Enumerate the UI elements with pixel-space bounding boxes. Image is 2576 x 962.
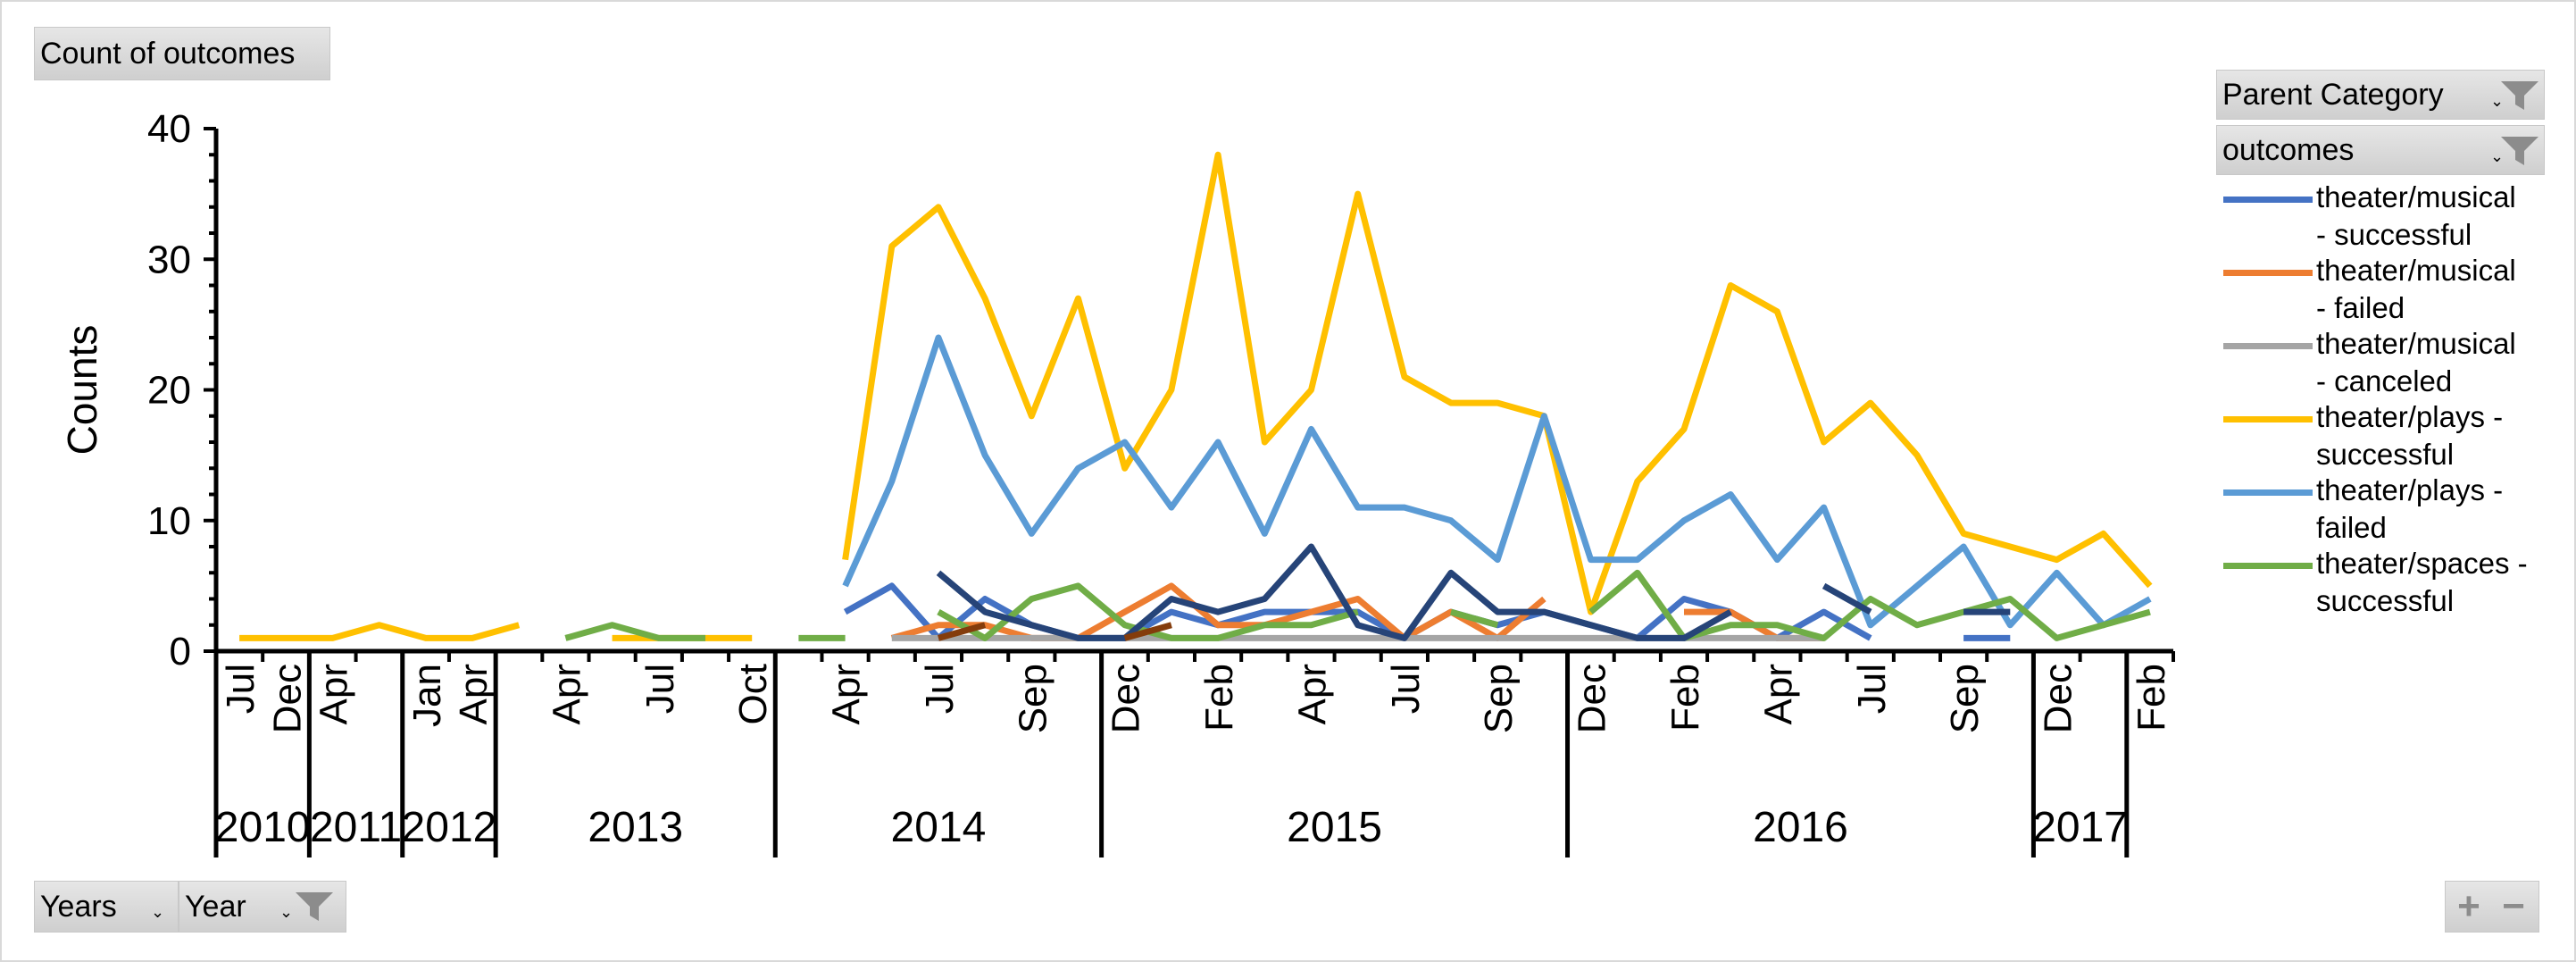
series-line [938,622,1172,641]
year-group-label: 2010 [215,804,311,851]
year-group-label: 2013 [588,804,683,851]
legend-label: theater/musical - successful [2316,180,2516,251]
value-field-label: Count of outcomes [40,36,296,71]
x-tick-label: Jul [1384,664,1428,714]
filter-icon [2501,137,2538,165]
value-field-button[interactable]: Count of outcomes [34,27,330,80]
legend-label: theater/plays - failed [2316,473,2504,544]
series-line-segment [239,622,521,641]
y-tick-label: 0 [170,630,191,673]
series-line-segment [936,543,1732,641]
parent-category-filter-button[interactable]: Parent Category ⌄ [2216,70,2545,120]
x-tick-label: Jul [638,664,682,714]
legend-swatch [2223,343,2313,349]
series-line [564,569,2151,641]
year-group-label: 2016 [1753,804,1848,851]
x-tick-label: Oct [731,664,775,724]
x-tick-label: Feb [2130,664,2173,732]
y-tick-label: 10 [147,499,191,543]
legend-label: theater/musical - failed [2316,254,2516,324]
legend-item: theater/musical - successful [2223,179,2576,254]
dropdown-arrow-icon: ⌄ [2490,147,2505,165]
legend-swatch [2223,197,2313,203]
x-tick-label: Sep [1477,664,1521,733]
x-tick-label: Apr [1290,664,1334,724]
series-line-segment [842,334,2152,629]
years-field-button[interactable]: Years ⌄ [34,881,179,933]
series-line-segment [938,622,987,641]
series-line [936,543,2011,641]
outcomes-label: outcomes [2222,132,2355,167]
series-line [239,151,2153,641]
collapse-field-button[interactable]: − [2502,884,2525,928]
x-tick-label: Jan [405,664,449,727]
x-tick-label: Apr [825,664,869,724]
x-tick-label: Jul [1850,664,1894,714]
year-group-label: 2015 [1287,804,1382,851]
x-tick-label: Feb [1663,664,1707,732]
legend-swatch [2223,563,2313,569]
x-tick-label: Dec [2037,664,2080,733]
outcomes-filter-button[interactable]: outcomes ⌄ [2216,125,2545,175]
x-tick-label: Dec [265,664,309,733]
series-line-segment [1123,622,1172,641]
x-tick-label: Apr [312,664,355,724]
legend-item: theater/musical - canceled [2223,325,2576,400]
expand-collapse-buttons: + − [2445,881,2539,933]
expand-field-button[interactable]: + [2457,884,2480,928]
series-line [842,334,2152,629]
x-tick-label: Sep [1943,664,1987,733]
x-tick-label: Feb [1197,664,1241,732]
x-tick-label: Dec [1105,664,1148,733]
series-line-segment [564,622,705,641]
dropdown-arrow-icon: ⌄ [279,903,294,921]
x-tick-label: Jul [918,664,962,714]
legend-swatch [2223,489,2313,496]
x-tick-label: Apr [545,664,588,724]
y-tick-label: 40 [147,107,191,151]
years-label: Years [40,889,117,924]
year-group-label: 2012 [402,804,497,851]
year-field-button[interactable]: Year ⌄ [179,881,346,933]
filter-icon [2501,81,2538,110]
legend-label: theater/spaces - successful [2316,547,2528,617]
dropdown-arrow-icon: ⌄ [2490,92,2505,110]
legend-item: theater/plays - failed [2223,472,2576,547]
x-tick-label: Sep [1011,664,1055,733]
legend-swatch [2223,270,2313,276]
y-tick-label: 20 [147,369,191,413]
y-tick-label: 30 [147,238,191,281]
legend-label: theater/plays - successful [2316,400,2504,471]
legend-item: theater/musical - failed [2223,252,2576,327]
series-line-segment [1450,608,1499,629]
y-axis-title: Counts [59,325,105,456]
x-tick-label: Apr [452,664,496,724]
filter-icon [296,892,333,921]
legend-item: theater/spaces - successful [2223,545,2576,620]
year-group-label: 2011 [310,804,402,851]
year-group-label: 2017 [2032,804,2128,851]
legend-swatch [2223,416,2313,422]
dropdown-arrow-icon: ⌄ [151,903,165,921]
series-line-segment [842,151,2153,615]
series-line-segment [1822,582,1872,615]
x-tick-label: Apr [1756,664,1800,724]
year-group-label: 2014 [891,804,987,851]
x-tick-label: Jul [219,664,263,714]
legend-label: theater/musical - canceled [2316,327,2516,397]
x-tick-label: Dec [1571,664,1614,733]
parent-category-label: Parent Category [2222,77,2444,112]
legend-item: theater/plays - successful [2223,398,2576,473]
year-label: Year [185,889,246,924]
